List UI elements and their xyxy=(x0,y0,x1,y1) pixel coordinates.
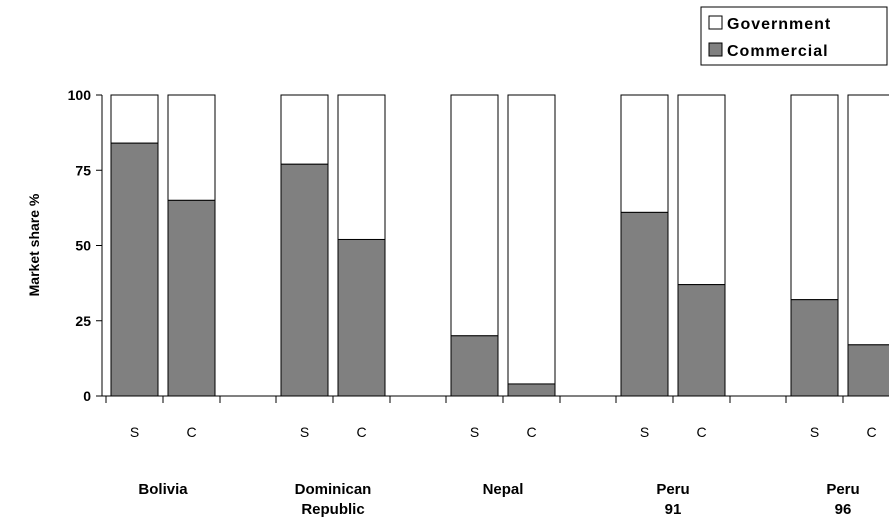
x-category-label: C xyxy=(696,424,706,440)
legend-label-government: Government xyxy=(727,16,831,33)
x-category-label: S xyxy=(640,424,649,440)
bar-commercial xyxy=(337,238,386,397)
bar-commercial xyxy=(620,211,669,397)
x-category-label: S xyxy=(130,424,139,440)
legend-label-commercial: Commercial xyxy=(727,43,829,60)
group-label: Dominican xyxy=(295,481,372,498)
y-axis-label: Market share % xyxy=(26,193,42,296)
legend-swatch-government xyxy=(708,15,723,30)
group-label: Bolivia xyxy=(138,481,188,498)
bar-government xyxy=(450,94,499,337)
group-label: Republic xyxy=(301,501,364,518)
bar-government xyxy=(110,94,159,144)
bar-government xyxy=(167,94,216,201)
bar-commercial xyxy=(280,163,329,397)
x-category-label: C xyxy=(526,424,536,440)
bar-commercial xyxy=(847,344,889,397)
plot-area: 0 25 50 75 100 S C Bolivia S C Dominican Republic S C… xyxy=(68,87,889,518)
group-label: 96 xyxy=(835,501,852,518)
x-category-label: S xyxy=(470,424,479,440)
bar-commercial xyxy=(507,383,556,397)
bar-government xyxy=(790,94,839,301)
group-label: 91 xyxy=(665,501,682,518)
group-label: Nepal xyxy=(483,481,524,498)
x-category-label: C xyxy=(866,424,876,440)
bar-commercial xyxy=(110,142,159,397)
bar-government xyxy=(280,94,329,165)
y-tick-label: 75 xyxy=(75,162,91,178)
x-category-label: C xyxy=(186,424,196,440)
x-category-label: C xyxy=(356,424,366,440)
bar-government xyxy=(507,94,556,385)
y-tick-label: 50 xyxy=(75,238,91,254)
bar-commercial xyxy=(450,335,499,397)
bar-government xyxy=(337,94,386,240)
legend: Government Commercial xyxy=(700,6,888,66)
legend-swatch-commercial xyxy=(708,42,723,57)
bar-government xyxy=(677,94,726,286)
x-category-label: S xyxy=(810,424,819,440)
y-tick-label: 25 xyxy=(75,313,91,329)
bar-government xyxy=(847,94,889,346)
bar-commercial xyxy=(677,284,726,397)
bar-commercial xyxy=(790,299,839,397)
y-tick-label: 0 xyxy=(83,388,91,404)
bar-government xyxy=(620,94,669,213)
group-label: Peru xyxy=(656,481,689,498)
y-tick-label: 100 xyxy=(68,87,92,103)
legend-box xyxy=(700,6,888,66)
bar-commercial xyxy=(167,199,216,397)
x-category-label: S xyxy=(300,424,309,440)
group-label: Peru xyxy=(826,481,859,498)
